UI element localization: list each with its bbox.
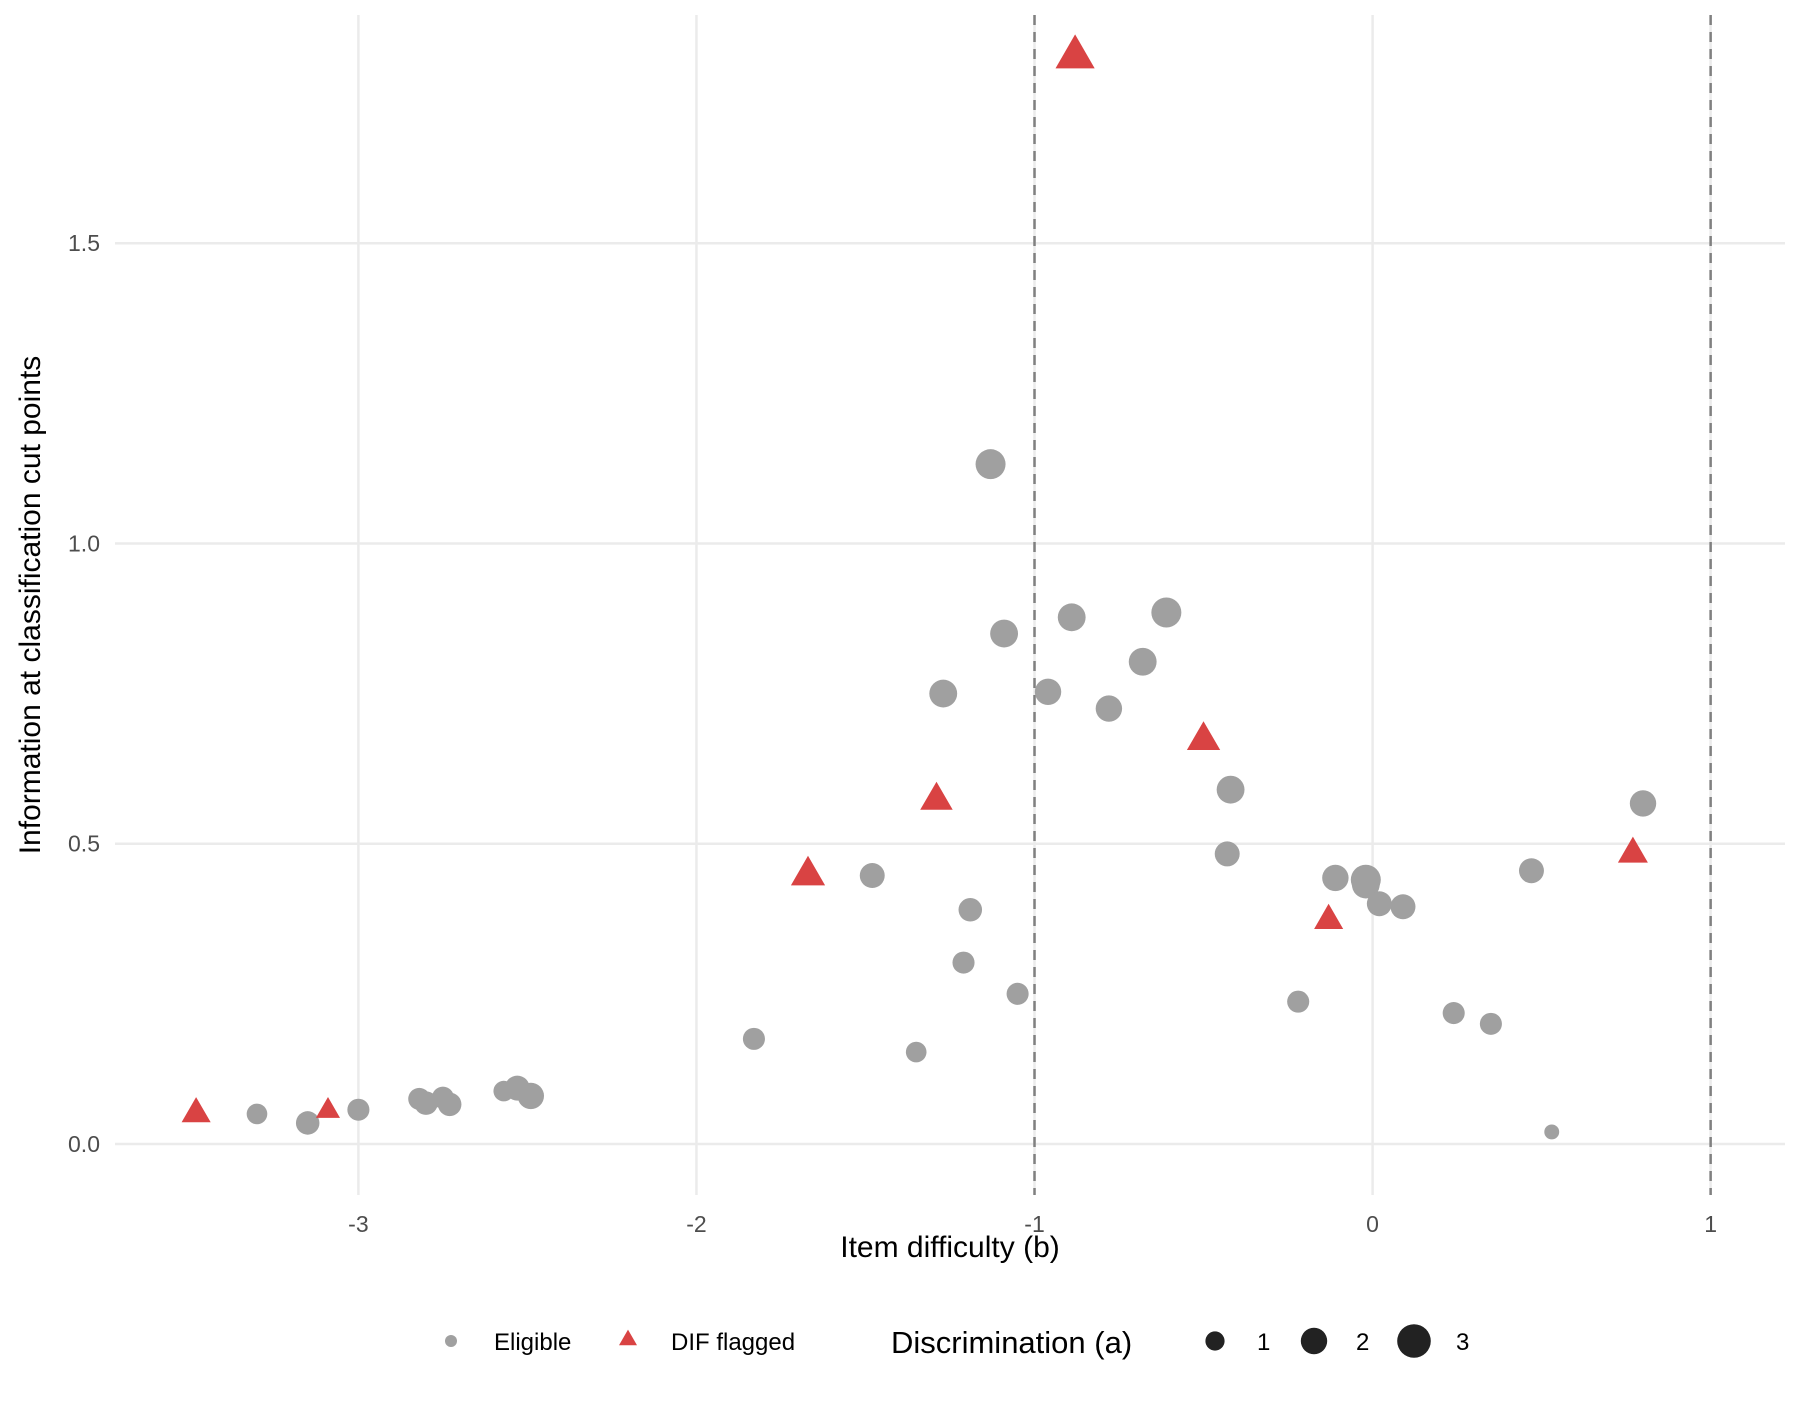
dif-flagged-point-2: [790, 855, 826, 886]
eligible-point-20: [1057, 603, 1086, 632]
x-tick-label-4: 1: [1704, 1211, 1717, 1237]
eligible-point-16: [975, 449, 1006, 480]
eligible-point-17: [990, 619, 1019, 648]
legend-label-eligible: Eligible: [494, 1329, 571, 1356]
legend: Eligible DIF flagged Discrimination (a) …: [445, 1324, 1469, 1360]
dif-flagged-point-7: [1617, 836, 1648, 863]
cut-point-lines: [1033, 15, 1712, 1195]
y-axis-title: Information at classification cut points: [14, 356, 47, 855]
eligible-point-33: [1479, 1012, 1502, 1035]
dif-flagged-point-1: [315, 1097, 340, 1118]
legend-size-label-2: 2: [1356, 1329, 1369, 1356]
eligible-point-19: [1034, 678, 1062, 705]
eligible-point-31: [1390, 894, 1416, 920]
dif-flagged-point-3: [920, 781, 953, 810]
legend-size-label-3: 3: [1456, 1329, 1469, 1356]
dif-flagged-point-5: [1186, 721, 1221, 750]
eligible-point-23: [1151, 597, 1182, 628]
legend-size-key-1: [1205, 1331, 1225, 1351]
legend-size-key-3: [1397, 1324, 1431, 1358]
y-tick-label-0: 0.0: [68, 1131, 100, 1157]
eligible-point-2: [347, 1098, 370, 1121]
eligible-point-30: [1366, 891, 1392, 917]
dif-flagged-point-6: [1314, 903, 1344, 929]
x-axis-title: Item difficulty (b): [840, 1231, 1060, 1264]
y-tick-label-3: 1.5: [68, 230, 100, 256]
legend-size-key-2: [1300, 1327, 1328, 1355]
eligible-point-21: [1095, 695, 1123, 722]
eligible-point-34: [1518, 858, 1544, 884]
eligible-point-24: [1216, 775, 1245, 804]
eligible-point-32: [1442, 1002, 1465, 1025]
x-tick-label-1: -2: [686, 1211, 706, 1237]
eligible-point-6: [437, 1092, 462, 1117]
eligible-point-15: [958, 897, 983, 922]
eligible-point-36: [1629, 790, 1657, 817]
legend-size-title: Discrimination (a): [891, 1325, 1132, 1360]
y-tick-label-2: 1.0: [68, 530, 100, 556]
eligible-point-10: [742, 1027, 765, 1050]
eligible-point-9: [517, 1082, 545, 1110]
dif-flagged-point-0: [181, 1097, 211, 1123]
eligible-point-12: [905, 1041, 927, 1063]
eligible-point-26: [1287, 990, 1310, 1013]
dif-flagged-point-4: [1055, 34, 1095, 69]
eligible-point-0: [246, 1103, 268, 1125]
legend-key-dif-flagged: [619, 1329, 637, 1346]
data-points: [181, 34, 1657, 1140]
tick-labels: -3 -2 -1 0 1 0.0 0.5 1.0 1.5: [68, 230, 1717, 1237]
eligible-point-25: [1214, 841, 1240, 867]
y-tick-label-1: 0.5: [68, 831, 100, 857]
eligible-point-22: [1128, 647, 1157, 676]
eligible-point-18: [1006, 982, 1029, 1005]
legend-key-eligible: [445, 1335, 457, 1347]
eligible-point-35: [1544, 1124, 1560, 1140]
x-tick-label-2: -1: [1024, 1211, 1044, 1237]
eligible-point-13: [929, 679, 958, 708]
eligible-point-11: [859, 863, 885, 889]
legend-label-dif-flagged: DIF flagged: [671, 1329, 795, 1356]
eligible-point-29: [1351, 870, 1380, 899]
eligible-point-14: [952, 951, 975, 974]
legend-size-label-1: 1: [1257, 1329, 1270, 1356]
eligible-point-1: [295, 1111, 320, 1135]
eligible-point-27: [1322, 864, 1349, 892]
x-tick-label-0: -3: [348, 1211, 368, 1237]
x-tick-label-3: 0: [1366, 1211, 1379, 1237]
grid-layer: [115, 15, 1785, 1195]
